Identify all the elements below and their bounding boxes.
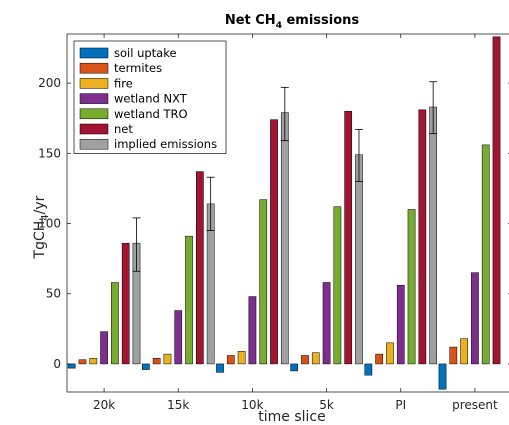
y-tick-label: 100 — [38, 217, 61, 231]
bar — [301, 355, 309, 365]
bar — [270, 119, 278, 365]
y-tick-label: 0 — [53, 357, 61, 371]
bar — [121, 242, 130, 365]
bar — [396, 285, 405, 365]
legend-swatch — [79, 62, 109, 74]
y-tick-label: 200 — [38, 76, 61, 90]
bar — [311, 352, 320, 365]
legend-swatch — [79, 78, 109, 89]
bar — [185, 235, 193, 365]
bar — [481, 144, 490, 365]
bar — [89, 358, 98, 365]
x-axis-label: time slice — [258, 409, 325, 425]
legend-entry: net — [114, 122, 133, 136]
bar — [386, 342, 394, 365]
x-tick-label: PI — [395, 398, 406, 412]
bar — [364, 363, 373, 376]
legend-swatch — [79, 93, 109, 104]
legend-entry: wetland TRO — [114, 107, 188, 121]
bars-group — [67, 36, 501, 390]
bar — [142, 363, 150, 370]
bar — [375, 353, 383, 365]
bar — [174, 310, 183, 365]
bar — [438, 363, 447, 390]
x-tick-label: 10k — [241, 398, 263, 412]
legend-swatch — [79, 123, 109, 135]
legend-entry: termites — [114, 61, 162, 75]
bar — [355, 154, 363, 365]
legend-swatch — [79, 138, 109, 150]
bar — [226, 355, 235, 365]
bar — [418, 109, 427, 365]
bar — [259, 199, 268, 365]
bar — [237, 351, 246, 365]
legend-entry: wetland NXT — [114, 92, 188, 106]
bar — [290, 363, 299, 372]
legend-entry: implied emissions — [114, 137, 217, 151]
legend-entry: soil uptake — [114, 46, 177, 60]
bar — [344, 110, 353, 365]
bar — [407, 209, 416, 365]
legend-swatch — [79, 108, 109, 120]
bar — [78, 359, 87, 365]
bar — [100, 331, 108, 365]
legend-swatch — [79, 47, 109, 59]
legend-entry: fire — [114, 76, 133, 90]
x-tick-label: 5k — [319, 398, 334, 412]
bar — [449, 346, 458, 365]
y-tick-label: 150 — [38, 146, 61, 160]
bar — [216, 363, 224, 373]
bar — [471, 272, 479, 365]
bar — [163, 353, 172, 365]
bar — [492, 36, 501, 365]
bar — [429, 106, 437, 365]
bar — [333, 206, 342, 365]
bar — [460, 338, 468, 365]
y-axis-label: TgCH4/yr — [32, 195, 51, 259]
bar — [196, 171, 204, 365]
x-tick-label: 15k — [167, 398, 189, 412]
bar — [111, 282, 119, 365]
x-tick-label: 20k — [93, 398, 115, 412]
bar — [67, 363, 76, 369]
y-tick-label: 50 — [46, 287, 61, 301]
bar — [152, 358, 161, 365]
bar — [322, 282, 331, 365]
bar — [280, 112, 289, 365]
bar — [248, 296, 257, 365]
chart-title: Net CH4 emissions — [225, 13, 360, 31]
error-bars-group — [132, 81, 438, 272]
x-tick-label: present — [452, 398, 498, 412]
